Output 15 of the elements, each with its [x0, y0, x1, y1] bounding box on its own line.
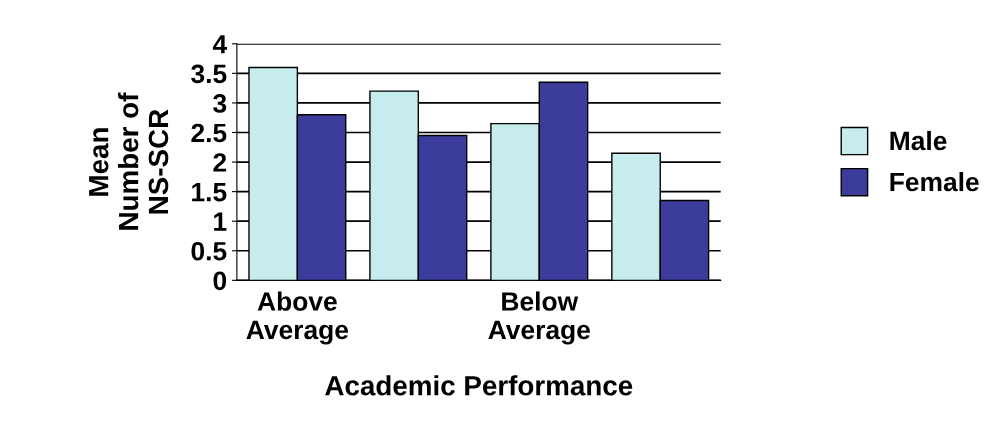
y-tick-label: 3.5 — [191, 64, 227, 84]
x-tick-label: Below Average — [488, 291, 590, 345]
y-tick-label: 0.5 — [191, 241, 227, 261]
legend-label: Female — [890, 171, 979, 192]
y-tick-label: 0 — [213, 271, 227, 291]
y-tick-label: 4 — [212, 35, 228, 54]
y-tick-label: 2.5 — [191, 123, 227, 143]
y-tick-label: 1.5 — [192, 183, 227, 202]
y-axis-title: Mean Number of NS-SCR — [89, 92, 169, 230]
x-axis-title: Academic Performance — [325, 375, 633, 396]
y-tick-label: 3 — [213, 94, 227, 113]
y-tick-label: 2 — [213, 153, 227, 172]
y-tick-label: 1 — [214, 212, 227, 231]
legend-label: Male — [890, 130, 947, 151]
x-tick-label: Above Average — [246, 291, 349, 345]
